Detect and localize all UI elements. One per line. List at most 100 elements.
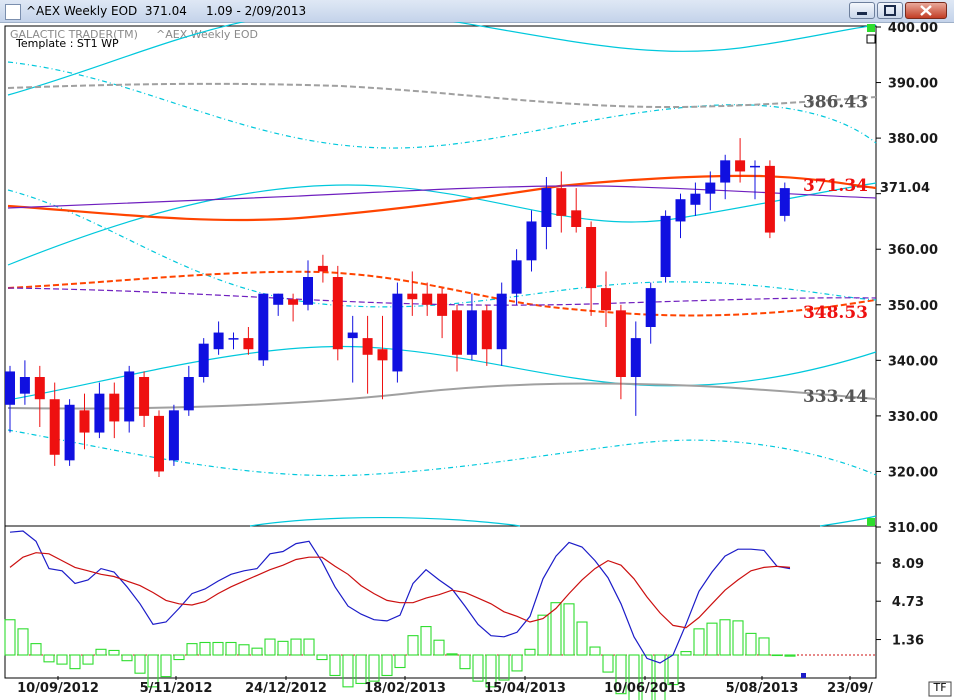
oscillator-histogram xyxy=(4,602,796,700)
price-axis: 310.00 320.00 330.00 340.00 350.00 360.00 380.… xyxy=(876,22,938,536)
histogram-bar xyxy=(381,654,393,677)
candle xyxy=(452,304,462,372)
histogram-bar xyxy=(563,603,575,656)
histogram-bar xyxy=(212,641,224,656)
histogram-bar xyxy=(615,654,627,695)
title-bar[interactable]: ^AEX Weekly EOD 371.04 1.09 - 2/09/2013 xyxy=(0,0,954,23)
candle xyxy=(347,315,358,383)
oscillator-k-line xyxy=(9,530,791,664)
candle xyxy=(437,288,448,339)
histogram-bar xyxy=(108,649,120,656)
histogram-bar xyxy=(199,641,211,656)
histogram-bar xyxy=(147,654,159,688)
candle xyxy=(601,271,611,327)
candle xyxy=(779,182,790,222)
candle xyxy=(243,327,254,355)
histogram-bar xyxy=(537,614,549,656)
histogram-bar xyxy=(316,654,328,661)
candle xyxy=(690,182,701,216)
date-tick-label: 18/02/2013 xyxy=(364,681,446,696)
price-tick-label: 310.00 xyxy=(888,521,938,536)
histogram-bar xyxy=(329,654,341,677)
histogram-bar xyxy=(719,619,731,656)
bottom-marker xyxy=(867,518,875,526)
window-title: ^AEX Weekly EOD 371.04 1.09 - 2/09/2013 xyxy=(26,4,307,18)
histogram-bar xyxy=(134,654,146,674)
candle xyxy=(750,160,760,200)
oscillator-d-line xyxy=(9,552,791,629)
candle xyxy=(49,382,60,466)
brand-label: GALACTIC TRADER(TM) xyxy=(10,28,138,41)
app-icon[interactable] xyxy=(5,4,21,20)
top-marker xyxy=(867,24,875,32)
histogram-bar xyxy=(264,638,276,656)
candle xyxy=(213,321,224,355)
candle xyxy=(317,254,328,283)
histogram-bar xyxy=(498,654,510,681)
date-tick-label: 23/09/ xyxy=(827,681,873,696)
price-tick-label: 330.00 xyxy=(888,410,938,425)
oscillator-panel-frame xyxy=(4,525,877,679)
candle xyxy=(481,304,492,366)
minimize-button[interactable] xyxy=(849,2,875,19)
histogram-bar xyxy=(654,654,666,700)
maximize-button[interactable] xyxy=(877,2,903,19)
candle xyxy=(139,371,150,427)
candle xyxy=(675,193,686,239)
price-panel-frame xyxy=(4,25,877,527)
date-tick-label: 5/08/2013 xyxy=(726,681,799,696)
candle xyxy=(496,282,507,366)
histogram-bar xyxy=(394,654,406,669)
price-tick-label: 350.00 xyxy=(888,299,938,314)
candle xyxy=(645,282,656,344)
histogram-bar xyxy=(524,648,536,656)
candle xyxy=(94,382,105,439)
price-annotation: 348.53 xyxy=(803,303,868,323)
date-tick-label: 24/12/2012 xyxy=(245,681,327,696)
histogram-bar xyxy=(342,654,354,688)
minimize-icon xyxy=(857,12,867,15)
histogram-bar xyxy=(69,654,81,670)
date-axis: 10/09/2012 5/11/2012 24/12/2012 18/02/2013 1… xyxy=(17,676,873,696)
histogram-bar xyxy=(693,628,705,656)
histogram-bar xyxy=(82,654,94,665)
panel-marker[interactable] xyxy=(866,34,876,44)
histogram-bar xyxy=(732,620,744,656)
histogram-bar xyxy=(290,638,302,656)
close-button[interactable] xyxy=(905,2,947,19)
histogram-bar xyxy=(628,654,640,700)
date-tick-label: 10/06/2013 xyxy=(604,681,686,696)
histogram-bar xyxy=(706,622,718,656)
candle xyxy=(332,265,343,361)
candle xyxy=(377,315,388,400)
histogram-bar xyxy=(186,643,198,656)
price-annotations: 386.43 371.34 348.53 333.44 xyxy=(803,92,868,406)
cursor-marker xyxy=(801,673,806,678)
candle xyxy=(5,365,15,433)
histogram-bar xyxy=(407,635,419,656)
histogram-bar xyxy=(225,641,237,656)
chart-area[interactable]: GALACTIC TRADER(TM) ^AEX Weekly EOD Temp… xyxy=(0,22,954,700)
price-tick-label: 360.00 xyxy=(888,243,938,258)
candle xyxy=(586,221,597,316)
candle xyxy=(228,332,239,350)
candle xyxy=(198,338,209,383)
maximize-icon xyxy=(884,5,896,16)
candle xyxy=(154,410,164,477)
candle xyxy=(168,404,179,466)
candle xyxy=(541,177,552,250)
candle xyxy=(705,171,716,211)
histogram-bar xyxy=(485,654,497,688)
oscillator-tick-label: 8.09 xyxy=(892,557,924,572)
template-label: Template : ST1 WP xyxy=(15,37,119,50)
histogram-bar xyxy=(160,654,172,678)
histogram-bar xyxy=(30,643,42,656)
histogram-bar xyxy=(95,648,107,656)
price-tick-label: 340.00 xyxy=(888,354,938,369)
date-tick-label: 15/04/2013 xyxy=(484,681,566,696)
price-annotation: 333.44 xyxy=(803,387,868,407)
candle xyxy=(511,249,522,305)
candles xyxy=(5,138,790,477)
candle xyxy=(183,365,194,416)
candle xyxy=(660,210,671,283)
